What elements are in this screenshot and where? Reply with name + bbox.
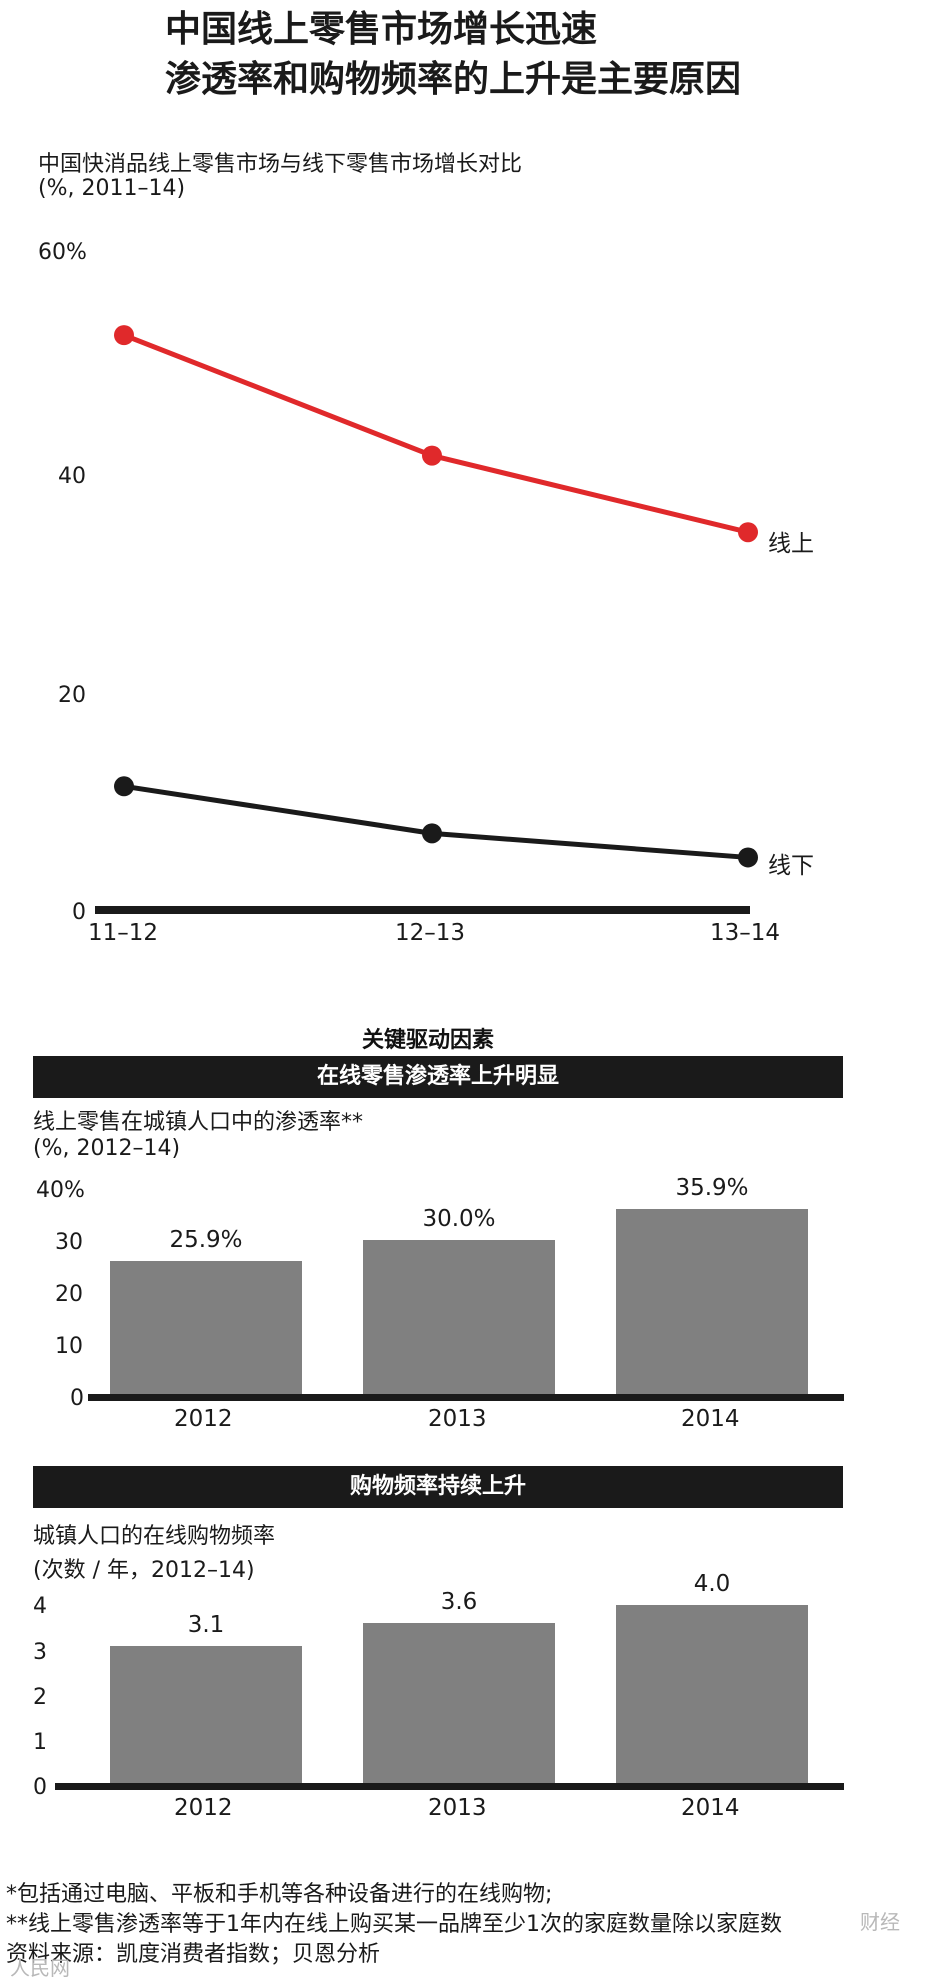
footnote-penetration-definition: **线上零售渗透率等于1年内在线上购买某一品牌至少1次的家庭数量除以家庭数 <box>6 1912 782 1937</box>
frequency-value-2014: 4.0 <box>693 1571 731 1597</box>
pen-y-tick-30: 30 <box>55 1230 83 1255</box>
frequency-subtitle: 城镇人口的在线购物频率 <box>33 1524 276 1549</box>
penetration-value-2012: 25.9% <box>169 1227 243 1254</box>
penetration-value-2013: 30.0% <box>422 1206 496 1232</box>
online-series-line <box>123 332 749 535</box>
frequency-bar-2014 <box>616 1605 808 1785</box>
watermark-bottom-left: 人民网 <box>10 1956 70 1980</box>
offline-point-11–12 <box>114 776 134 797</box>
line-y-tick-60: 60% <box>38 240 87 265</box>
pen-x-tick-2013: 2013 <box>428 1406 487 1432</box>
frequency-bar-2013 <box>363 1623 555 1785</box>
online-point-11–12 <box>114 325 134 346</box>
pen-y-tick-20: 20 <box>55 1282 83 1307</box>
pen-y-tick-10: 10 <box>55 1334 83 1359</box>
online-point-12–13 <box>422 445 442 466</box>
offline-series-line <box>123 783 749 860</box>
frequency-bar-2012 <box>110 1645 302 1785</box>
penetration-bar-2014 <box>616 1209 808 1396</box>
freq-y-tick-4: 4 <box>33 1594 47 1619</box>
line-x-tick-11-12: 11–12 <box>88 920 159 946</box>
drivers-section-title: 关键驱动因素 <box>362 1028 495 1053</box>
penetration-subtitle: 线上零售在城镇人口中的渗透率** <box>33 1110 364 1135</box>
line-y-tick-20: 20 <box>58 683 86 708</box>
penetration-bar-2013 <box>363 1240 555 1396</box>
freq-x-tick-2014: 2014 <box>681 1795 740 1821</box>
offline-point-13–14 <box>738 847 758 868</box>
penetration-x-axis <box>88 1394 844 1401</box>
offline-point-12–13 <box>422 823 442 844</box>
pen-y-tick-0: 0 <box>70 1386 84 1411</box>
watermark-bottom-right: 财经 <box>860 1910 900 1934</box>
freq-x-tick-2012: 2012 <box>174 1795 233 1821</box>
online-point-13–14 <box>738 522 758 543</box>
line-x-tick-12-13: 12–13 <box>395 920 466 946</box>
frequency-value-2013: 3.6 <box>440 1589 478 1615</box>
freq-x-tick-2013: 2013 <box>428 1795 487 1821</box>
line-chart-unit: (%, 2011–14) <box>38 176 186 201</box>
frequency-unit: (次数 / 年，2012–14) <box>33 1558 255 1583</box>
pen-y-tick-40: 40% <box>36 1178 85 1203</box>
freq-y-tick-0: 0 <box>33 1775 47 1800</box>
line-x-tick-13-14: 13–14 <box>710 920 781 946</box>
frequency-x-axis <box>55 1783 844 1790</box>
line-y-tick-40: 40 <box>58 464 86 489</box>
line-chart-x-axis <box>95 906 750 914</box>
page-title-line2: 渗透率和购物频率的上升是主要原因 <box>165 59 742 100</box>
page-title-line1: 中国线上零售市场增长迅速 <box>165 9 598 50</box>
freq-y-tick-1: 1 <box>33 1730 47 1755</box>
penetration-unit: (%, 2012–14) <box>33 1136 181 1161</box>
freq-y-tick-2: 2 <box>33 1685 47 1710</box>
frequency-header: 购物频率持续上升 <box>33 1466 843 1508</box>
footnote-source: 资料来源：凯度消费者指数；贝恩分析 <box>6 1942 381 1967</box>
line-y-tick-0: 0 <box>72 900 86 925</box>
pen-x-tick-2012: 2012 <box>174 1406 233 1432</box>
freq-y-tick-3: 3 <box>33 1640 47 1665</box>
online-series-label: 线上 <box>768 531 814 557</box>
frequency-value-2012: 3.1 <box>187 1611 225 1638</box>
line-chart-subtitle: 中国快消品线上零售市场与线下零售市场增长对比 <box>38 152 523 177</box>
offline-series-label: 线下 <box>768 853 814 879</box>
line-chart <box>95 325 758 914</box>
footnote-devices: *包括通过电脑、平板和手机等各种设备进行的在线购物; <box>6 1882 553 1907</box>
penetration-header: 在线零售渗透率上升明显 <box>33 1056 843 1098</box>
penetration-value-2014: 35.9% <box>675 1175 749 1202</box>
penetration-bar-2012 <box>110 1261 302 1396</box>
pen-x-tick-2014: 2014 <box>681 1406 740 1432</box>
